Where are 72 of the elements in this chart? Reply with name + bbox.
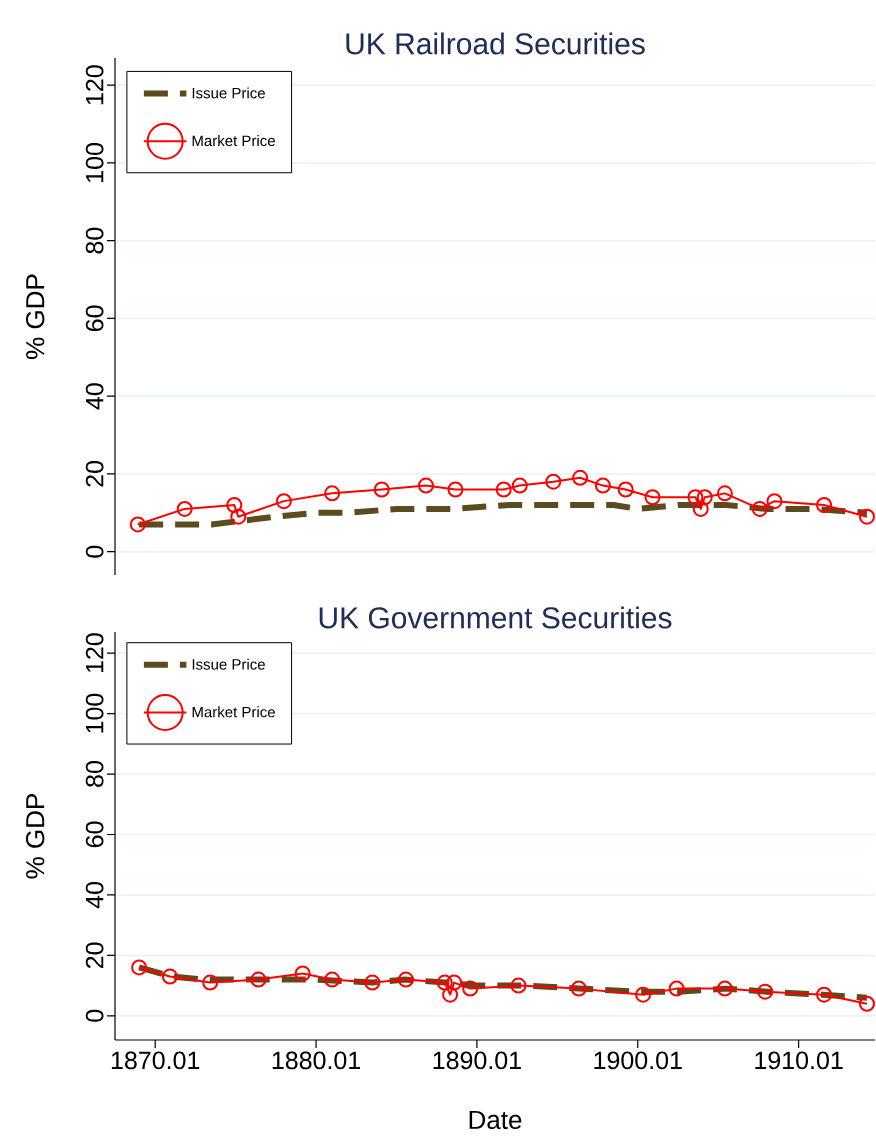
y-tick-label: 120 <box>85 65 104 105</box>
point <box>131 959 148 976</box>
x-tick-label: 1880.01 <box>272 1051 361 1070</box>
point <box>572 469 589 486</box>
y-axis-title: % GDP <box>26 274 45 359</box>
legend-label: Issue Price <box>192 87 266 99</box>
point <box>859 995 876 1012</box>
point <box>129 516 146 533</box>
point <box>364 974 381 991</box>
point <box>757 983 774 1000</box>
y-tick-label: 100 <box>85 693 104 733</box>
point <box>717 485 734 502</box>
y-tick-label: 80 <box>85 227 104 254</box>
point <box>226 497 243 514</box>
point <box>294 965 311 982</box>
point <box>635 986 652 1003</box>
point <box>276 493 293 510</box>
point <box>816 986 833 1003</box>
point <box>202 974 219 991</box>
y-tick-label: 60 <box>85 821 104 848</box>
x-tick-label: 1900.01 <box>594 1051 682 1070</box>
chart-title: UK Government Securities <box>319 606 672 629</box>
y-tick-label: 0 <box>85 545 104 558</box>
y-tick-label: 0 <box>85 1009 104 1022</box>
x-axis-title: Date <box>469 1110 522 1130</box>
point <box>859 508 876 525</box>
point <box>250 971 267 988</box>
point <box>545 473 562 490</box>
point <box>644 489 661 506</box>
y-tick-label: 120 <box>85 633 104 673</box>
point <box>617 481 634 498</box>
point <box>442 986 459 1003</box>
point <box>446 974 463 991</box>
point <box>418 477 435 494</box>
y-axis-title: % GDP <box>26 794 45 879</box>
point <box>766 493 783 510</box>
point <box>462 980 479 997</box>
point <box>751 500 768 517</box>
y-tick-label: 40 <box>85 383 104 410</box>
chart-title: UK Railroad Securities <box>346 32 645 55</box>
point <box>692 500 709 517</box>
point <box>397 971 414 988</box>
x-tick-label: 1910.01 <box>755 1051 843 1070</box>
y-tick-label: 60 <box>85 305 104 332</box>
point <box>176 500 193 517</box>
point <box>717 980 734 997</box>
point <box>510 977 527 994</box>
point <box>595 477 612 494</box>
point <box>495 481 512 498</box>
point <box>570 980 587 997</box>
legend-label: Issue Price <box>192 658 266 670</box>
point <box>436 974 453 991</box>
point <box>816 497 833 514</box>
y-tick-label: 20 <box>85 461 104 487</box>
point <box>511 477 528 494</box>
x-tick-label: 1890.01 <box>433 1051 521 1070</box>
point <box>687 489 704 506</box>
y-tick-label: 40 <box>85 882 104 909</box>
point <box>324 971 341 988</box>
x-tick-label: 1870.01 <box>112 1051 200 1070</box>
y-tick-label: 100 <box>85 143 104 182</box>
legend-label: Market Price <box>192 706 276 718</box>
point <box>162 968 179 985</box>
point <box>373 481 390 498</box>
point <box>447 481 464 498</box>
point <box>230 508 247 525</box>
point <box>324 485 341 502</box>
y-tick-label: 20 <box>85 942 104 969</box>
point <box>696 489 713 506</box>
y-tick-label: 80 <box>85 761 104 787</box>
legend-label: Market Price <box>192 135 276 147</box>
point <box>668 980 685 997</box>
